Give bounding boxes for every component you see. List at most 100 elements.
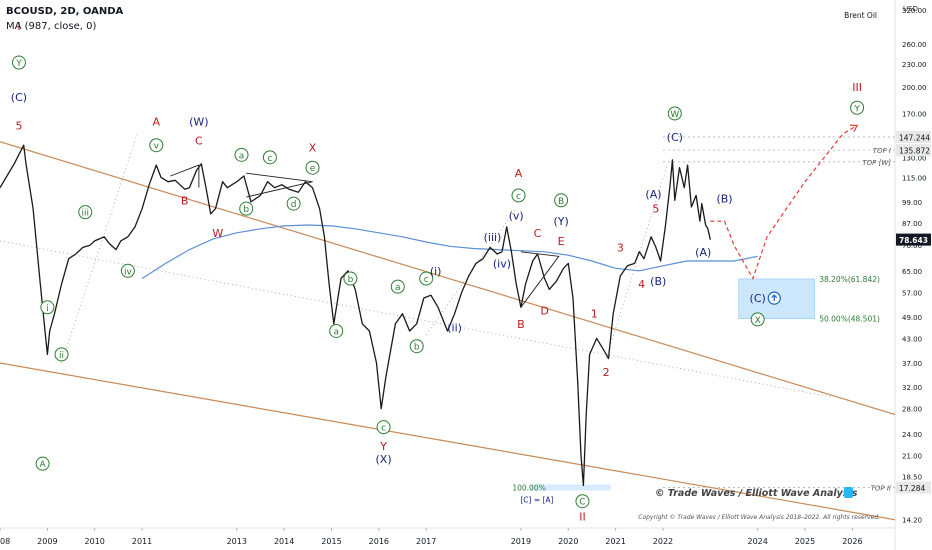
up-arrow-glyph — [771, 294, 778, 302]
x-tick-label: 2009 — [37, 537, 57, 546]
wave-label: B — [181, 194, 189, 207]
y-tick-label: 115.00 — [902, 174, 927, 182]
y-tick-label: 28.00 — [902, 406, 922, 414]
x-tick-label: 2008 — [0, 537, 10, 546]
wave-label: (W) — [189, 115, 208, 128]
wave-label-circle — [329, 323, 344, 338]
wave-label: II — [579, 510, 586, 523]
wave-label: W — [212, 227, 223, 240]
wave-label: c — [424, 275, 429, 285]
wave-label: (i) — [430, 265, 442, 278]
fib-label: 50.00%(48.501) — [819, 315, 880, 324]
wave-label: E — [558, 235, 565, 248]
x-tick-label: 2017 — [416, 537, 436, 546]
y-tick-label: 230.00 — [902, 61, 927, 69]
wave-label: (iv) — [493, 257, 511, 270]
wave-label: a — [333, 327, 339, 337]
price-badge-label: 135.872 — [899, 147, 930, 156]
wave-label: b — [414, 343, 420, 353]
wave-label: (B) — [650, 275, 666, 288]
wave-label: d — [291, 200, 297, 210]
level-label: TOP [W] — [862, 159, 891, 167]
wave-label: e — [310, 164, 316, 174]
guide-line — [61, 133, 138, 364]
price-line — [0, 144, 711, 487]
wave-label: C — [579, 498, 585, 508]
wave-label-circle — [409, 339, 424, 354]
wave-label: 5 — [652, 203, 659, 216]
wave-label: 1 — [591, 308, 598, 321]
wave-label-circle — [149, 138, 164, 153]
fib-label: 38.20%(61.842) — [819, 275, 880, 284]
triangle-pattern — [246, 172, 313, 198]
wave-label-circle — [511, 188, 526, 203]
price-badge — [896, 233, 931, 246]
channel-line — [0, 141, 896, 416]
channel-line — [0, 362, 896, 521]
price-badge — [896, 481, 931, 494]
y-tick-label: 260.00 — [902, 41, 927, 49]
y-tick-label: 14.20 — [902, 517, 922, 525]
wave-label: a — [395, 283, 401, 293]
axis-unit: USD — [903, 5, 918, 13]
price-badge — [896, 130, 931, 143]
wave-label: (v) — [509, 210, 524, 223]
wave-label: D — [540, 304, 548, 317]
wave-label-circle — [343, 271, 358, 286]
wave-label-circle — [575, 494, 590, 509]
wave-label: Y — [379, 440, 387, 453]
wave-label: (ii) — [447, 321, 462, 334]
wave-label: c — [267, 154, 272, 164]
wave-label: B — [517, 318, 525, 331]
y-tick-label: 200.00 — [902, 84, 927, 92]
y-tick-label: 76.00 — [902, 242, 922, 250]
wave-label: (A) — [695, 246, 711, 259]
x-tick-label: 2019 — [511, 537, 531, 546]
wave-label-circle — [11, 55, 26, 70]
copyright: Copyright © Trade Waves / Elliott Wave A… — [638, 514, 880, 521]
y-tick-label: 99.00 — [902, 199, 922, 207]
x-tick-label: 2011 — [132, 537, 152, 546]
wave-label: Y — [15, 59, 22, 69]
guide-line — [425, 208, 517, 335]
symbol-line: BCOUSD, 2D, OANDA — [6, 6, 124, 17]
wave-label: III — [852, 81, 862, 94]
price-badge-label: 78.643 — [899, 236, 928, 245]
wave-label: (Y) — [553, 215, 568, 228]
wave-label: X — [755, 316, 761, 326]
wave-label: b — [348, 275, 354, 285]
wave-label-circle — [78, 205, 93, 220]
wave-label: 5 — [15, 119, 22, 132]
indicator-line: MA (987, close, 0) — [6, 21, 97, 32]
wave-label: A — [515, 167, 523, 180]
wave-label: X — [309, 142, 317, 155]
triangle-pattern — [520, 251, 560, 308]
wave-label: I — [17, 20, 20, 33]
wave-label: A — [153, 115, 161, 128]
wave-label: a — [239, 151, 245, 161]
y-tick-label: 170.00 — [902, 110, 927, 118]
plot-area — [0, 0, 895, 528]
wave-label: (C) — [750, 292, 766, 305]
wave-label: B — [558, 197, 564, 207]
y-tick-label: 57.00 — [902, 289, 922, 297]
wave-label-circle — [850, 100, 865, 115]
wave-label: (X) — [376, 453, 392, 466]
wave-logo-icon — [844, 487, 853, 498]
wave-label: b — [243, 205, 249, 215]
wave-label: 3 — [617, 241, 624, 254]
x-tick-label: 2014 — [274, 537, 294, 546]
y-tick-label: 24.00 — [902, 431, 922, 439]
price-badge-label: 17.284 — [899, 484, 925, 493]
wave-label-circle — [234, 147, 249, 162]
x-tick-label: 2021 — [605, 537, 625, 546]
price-badge-label: 147.244 — [899, 133, 930, 142]
x-tick-label: 2025 — [795, 537, 815, 546]
wave-label: (B) — [716, 193, 732, 206]
chart-title: Brent Oil — [844, 11, 877, 20]
wave-label-circle — [750, 312, 765, 327]
wave-label: Y — [853, 104, 860, 114]
wave-label-circle — [239, 201, 254, 216]
